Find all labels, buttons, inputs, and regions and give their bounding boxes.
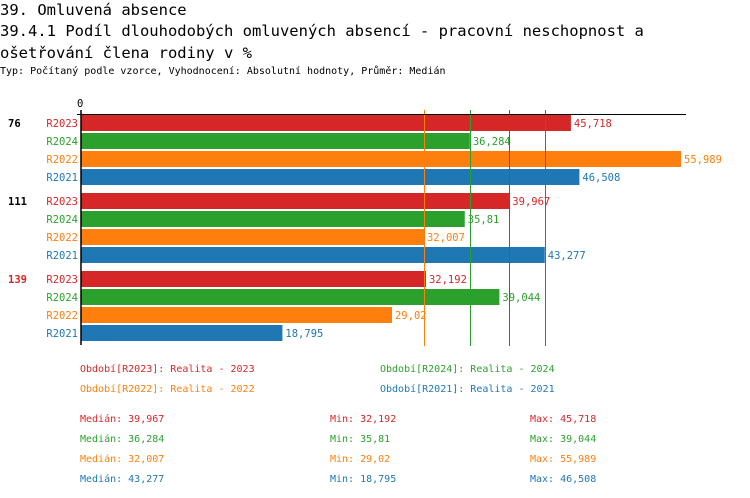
bar-139-r2024 xyxy=(81,289,500,305)
bar-76-r2023 xyxy=(81,115,571,131)
stat-median-r2024: Medián: 36,284 xyxy=(80,434,165,445)
value-label-111-r2021: 43,277 xyxy=(548,250,586,262)
stat-median-r2022: Medián: 32,007 xyxy=(80,454,165,465)
series-label-r2021: R2021 xyxy=(46,328,78,340)
legend-item-r2022: Období[R2022]: Realita - 2022 xyxy=(80,384,255,395)
bar-111-r2021 xyxy=(81,247,545,263)
value-label-76-r2022: 55,989 xyxy=(684,154,722,166)
stat-min-r2021: Min: 18,795 xyxy=(330,474,397,485)
series-label-r2021: R2021 xyxy=(46,250,78,262)
bar-139-r2021 xyxy=(81,325,283,341)
legend-item-r2021: Období[R2021]: Realita - 2021 xyxy=(380,384,555,395)
stat-median-r2023: Medián: 39,967 xyxy=(80,414,165,425)
value-label-139-r2024: 39,044 xyxy=(502,292,540,304)
group-label-139: 139 xyxy=(8,274,27,286)
value-label-76-r2023: 45,718 xyxy=(574,118,612,130)
value-label-76-r2021: 46,508 xyxy=(582,172,620,184)
series-label-r2023: R2023 xyxy=(46,118,78,130)
series-label-r2024: R2024 xyxy=(46,214,78,226)
stat-min-r2022: Min: 29,02 xyxy=(330,454,391,465)
series-label-r2024: R2024 xyxy=(46,292,78,304)
stat-min-r2024: Min: 35,81 xyxy=(330,434,391,445)
series-label-r2021: R2021 xyxy=(46,172,78,184)
bar-139-r2022 xyxy=(81,307,392,323)
stat-max-r2023: Max: 45,718 xyxy=(530,414,597,425)
value-label-76-r2024: 36,284 xyxy=(473,136,511,148)
stat-max-r2024: Max: 39,044 xyxy=(530,434,597,445)
x-tick-0: 0 xyxy=(77,98,83,110)
bar-111-r2024 xyxy=(81,211,465,227)
bar-111-r2023 xyxy=(81,193,510,209)
stat-min-r2023: Min: 32,192 xyxy=(330,414,397,425)
bar-111-r2022 xyxy=(81,229,424,245)
series-label-r2022: R2022 xyxy=(46,232,78,244)
group-label-76: 76 xyxy=(8,118,21,130)
bar-76-r2021 xyxy=(81,169,580,185)
legend-item-r2024: Období[R2024]: Realita - 2024 xyxy=(380,364,555,375)
value-label-139-r2021: 18,795 xyxy=(285,328,323,340)
group-label-111: 111 xyxy=(8,196,27,208)
chart-title: 39.4.1 Podíl dlouhodobých omluvených abs… xyxy=(0,22,644,62)
stat-max-r2021: Max: 46,508 xyxy=(530,474,597,485)
stat-median-r2021: Medián: 43,277 xyxy=(80,474,165,485)
value-label-111-r2024: 35,81 xyxy=(468,214,500,226)
bar-76-r2024 xyxy=(81,133,470,149)
series-label-r2024: R2024 xyxy=(46,136,78,148)
value-label-111-r2022: 32,007 xyxy=(427,232,465,244)
section-title: 39. Omluvená absence xyxy=(0,1,187,19)
series-label-r2022: R2022 xyxy=(46,310,78,322)
stat-max-r2022: Max: 55,989 xyxy=(530,454,597,465)
series-label-r2023: R2023 xyxy=(46,196,78,208)
legend-item-r2023: Období[R2023]: Realita - 2023 xyxy=(80,364,255,375)
series-label-r2023: R2023 xyxy=(46,274,78,286)
value-label-139-r2022: 29,02 xyxy=(395,310,427,322)
value-label-139-r2023: 32,192 xyxy=(429,274,467,286)
chart-subtitle: Typ: Počítaný podle vzorce, Vyhodnocení:… xyxy=(0,66,446,77)
bar-139-r2023 xyxy=(81,271,426,287)
bar-76-r2022 xyxy=(81,151,681,167)
series-label-r2022: R2022 xyxy=(46,154,78,166)
value-label-111-r2023: 39,967 xyxy=(512,196,550,208)
